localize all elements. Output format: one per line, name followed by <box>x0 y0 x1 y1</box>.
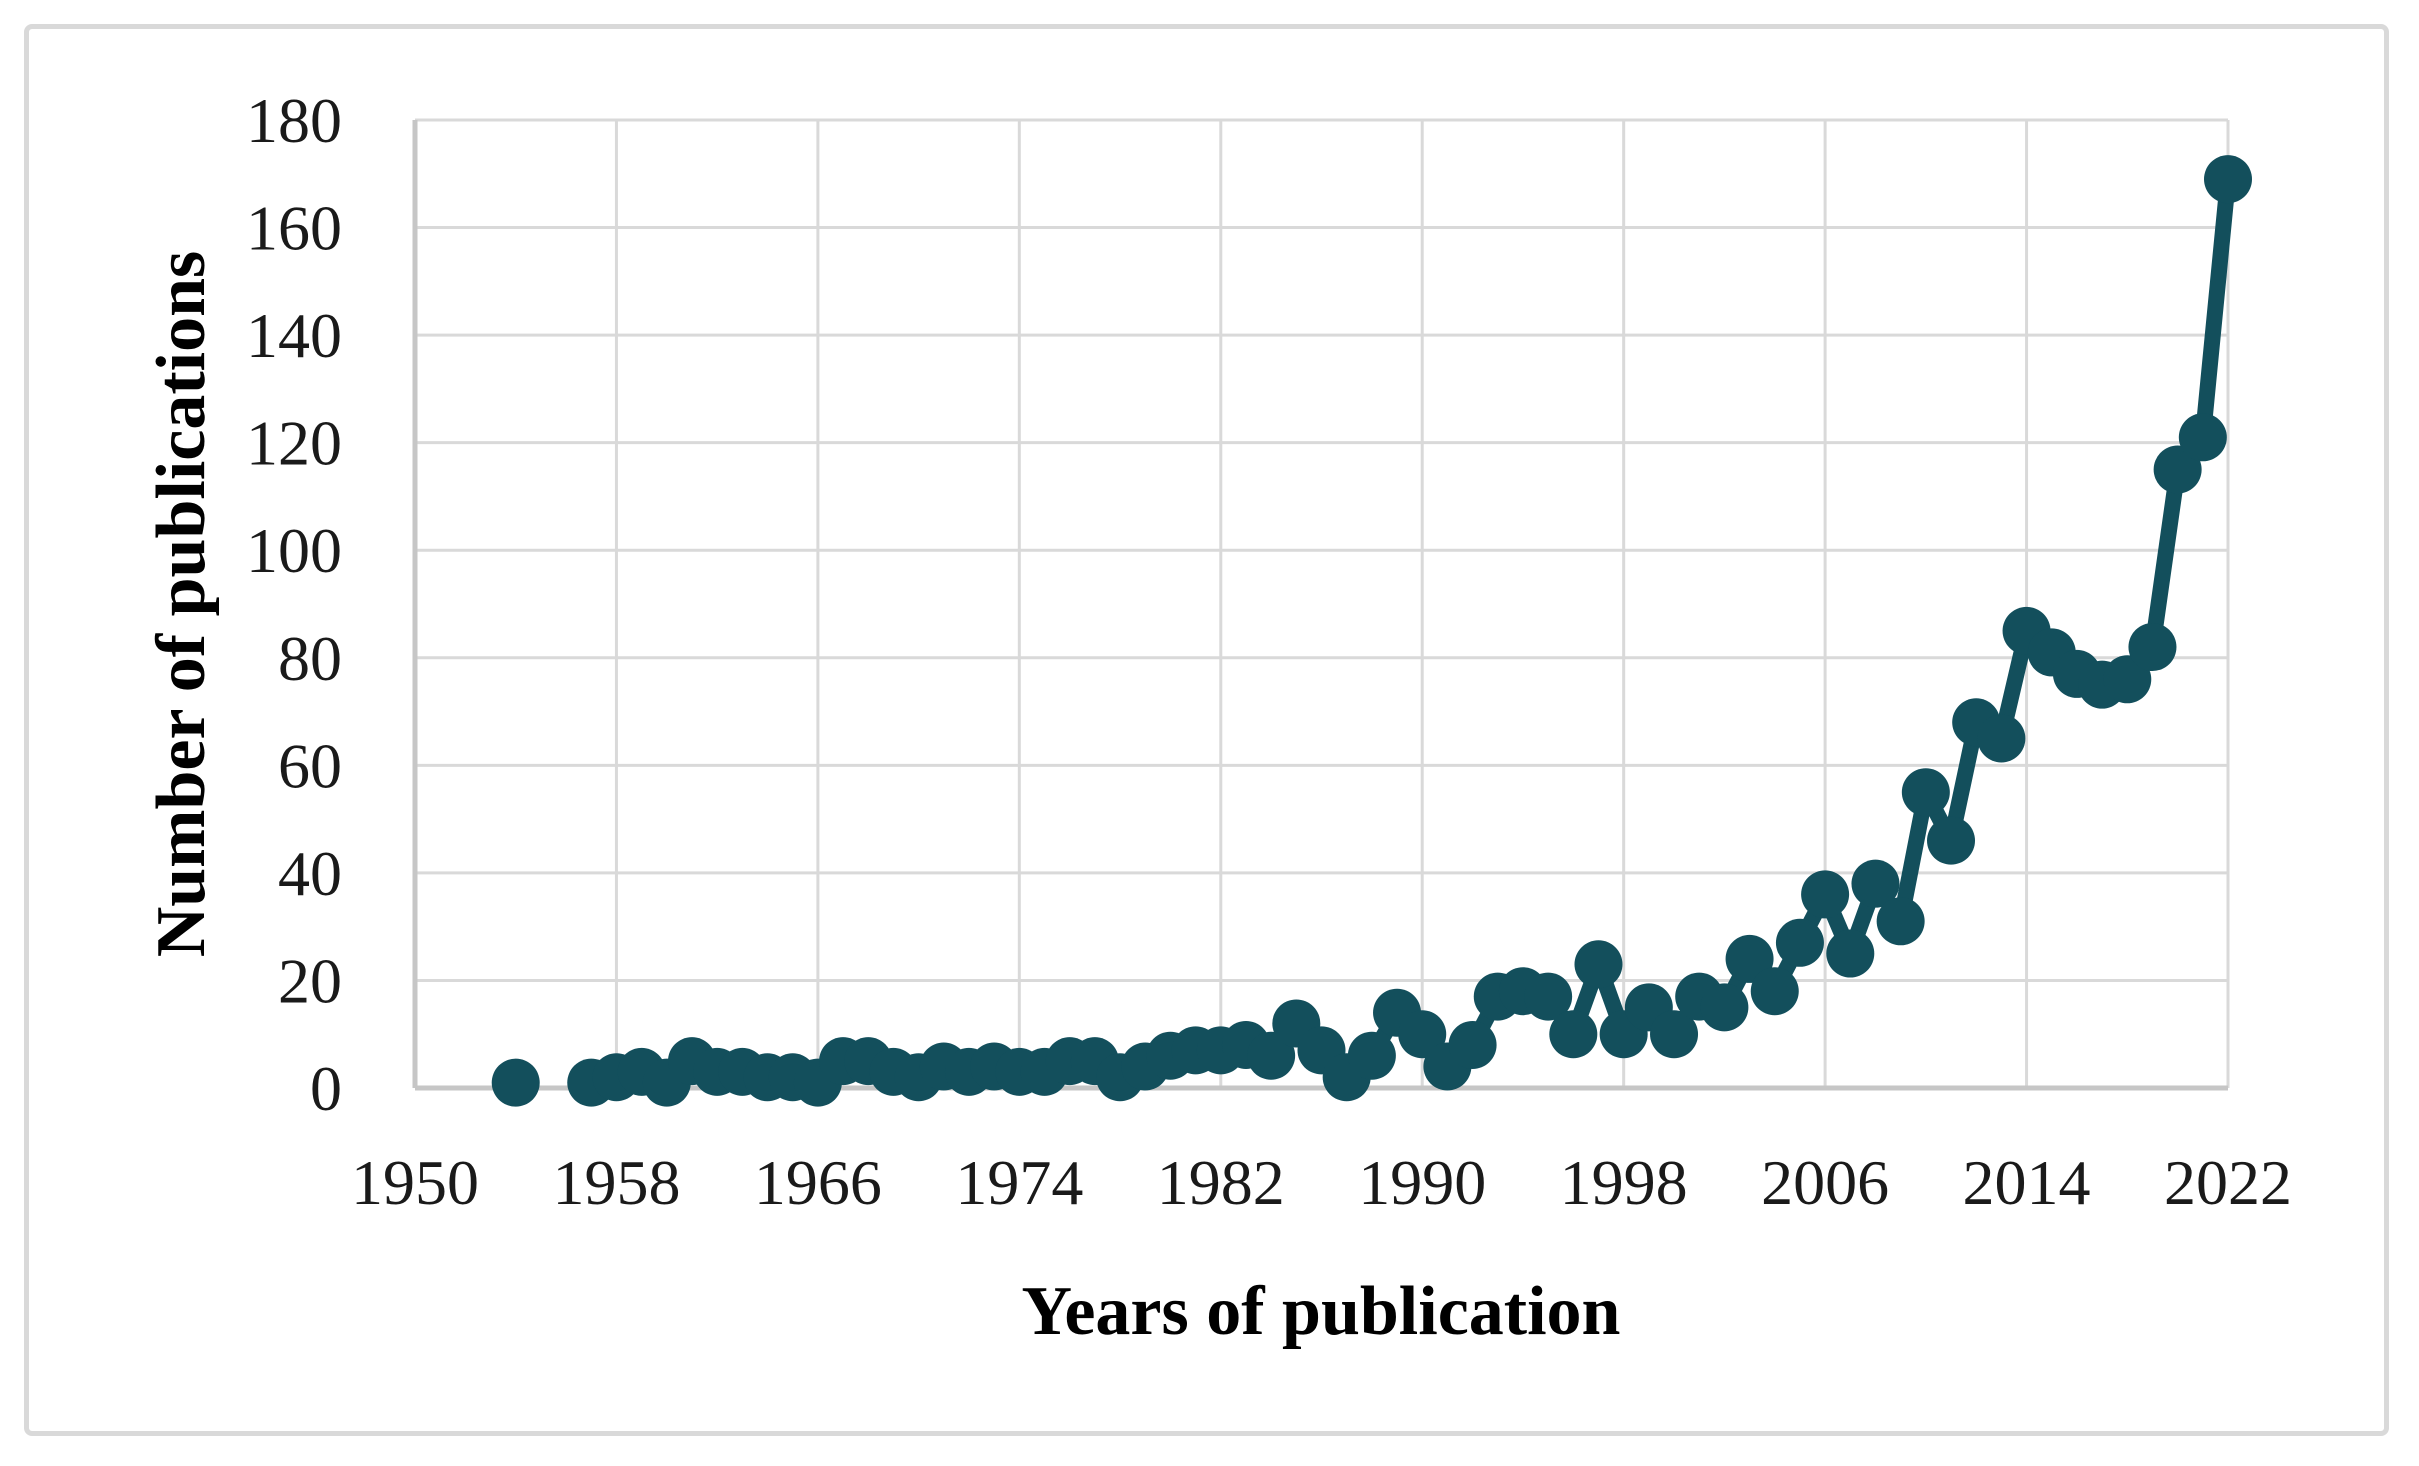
y-tick-label: 20 <box>278 945 342 1016</box>
data-point <box>2128 623 2177 672</box>
y-tick-label: 140 <box>246 300 342 371</box>
y-tick-label: 180 <box>246 85 342 156</box>
x-tick-label: 1974 <box>955 1147 1083 1218</box>
data-point <box>1650 1010 1699 1059</box>
tick-labels: 0 20 40 60 80 100 120 140 160 180 1950 1958 1966 1974… <box>246 85 2292 1218</box>
x-tick-label: 1982 <box>1157 1147 1285 1218</box>
x-tick-label: 1998 <box>1560 1147 1688 1218</box>
x-tick-label: 1966 <box>754 1147 882 1218</box>
data-point <box>1574 940 1623 989</box>
data-point <box>1700 983 1749 1032</box>
y-tick-label: 120 <box>246 408 342 479</box>
y-tick-label: 60 <box>278 730 342 801</box>
data-point <box>1775 918 1824 967</box>
data-point <box>491 1058 540 1107</box>
y-tick-label: 100 <box>246 515 342 586</box>
data-point <box>1750 967 1799 1016</box>
data-point <box>1876 897 1925 946</box>
data-point <box>1398 1010 1447 1059</box>
data-point <box>1826 929 1875 978</box>
x-tick-label: 2022 <box>2164 1147 2292 1218</box>
data-point <box>1347 1031 1396 1080</box>
data-point <box>1448 1020 1497 1069</box>
x-tick-label: 1950 <box>351 1147 479 1218</box>
x-tick-label: 1958 <box>552 1147 680 1218</box>
data-point <box>1977 714 2026 763</box>
data-point <box>2153 445 2202 494</box>
data-point <box>1927 816 1976 865</box>
x-tick-label: 2006 <box>1761 1147 1889 1218</box>
series-line-segment <box>583 171 2236 1091</box>
y-tick-label: 80 <box>278 623 342 694</box>
y-axis-title: Number of publications <box>143 250 220 958</box>
data-point <box>1549 1010 1598 1059</box>
y-tick-label: 0 <box>310 1053 342 1124</box>
data-point <box>1247 1031 1296 1080</box>
data-point <box>2103 655 2152 704</box>
data-point <box>1851 859 1900 908</box>
data-point <box>1524 972 1573 1021</box>
data-point <box>2204 155 2252 204</box>
x-tick-label: 1990 <box>1358 1147 1486 1218</box>
x-axis-title: Years of publication <box>1021 1273 1621 1350</box>
series-line <box>583 171 2236 1091</box>
y-tick-label: 160 <box>246 193 342 264</box>
x-tick-label: 2014 <box>1963 1147 2091 1218</box>
data-point <box>1801 870 1850 919</box>
data-points <box>491 155 2252 1107</box>
axis-lines <box>412 120 2228 1091</box>
y-tick-label: 40 <box>278 838 342 909</box>
data-point <box>1901 768 1950 817</box>
gridlines <box>415 118 2230 1088</box>
data-point <box>1725 934 1774 983</box>
data-point <box>2178 413 2227 462</box>
